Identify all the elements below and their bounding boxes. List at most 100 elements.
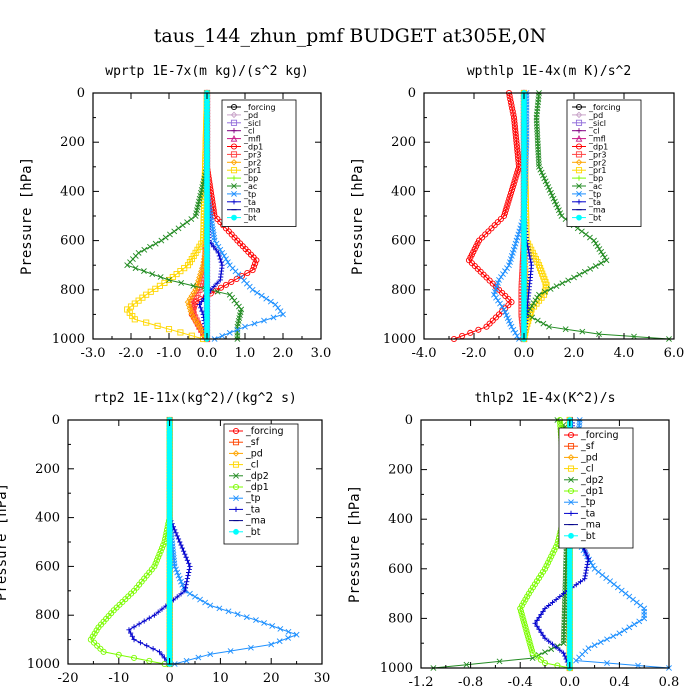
data-point xyxy=(546,323,552,330)
data-point xyxy=(184,579,190,585)
data-point xyxy=(254,289,261,296)
data-point xyxy=(597,639,604,646)
data-point xyxy=(497,300,503,307)
y-tick-label: 600 xyxy=(388,562,413,577)
y-tick-label: 0 xyxy=(52,413,60,428)
legend-label: _bp xyxy=(243,174,258,183)
x-tick-label: 2.0 xyxy=(564,346,585,361)
data-point xyxy=(199,308,205,314)
data-point xyxy=(534,294,541,301)
data-point xyxy=(553,596,559,603)
x-tick-label: -2.0 xyxy=(461,346,486,361)
data-point xyxy=(587,234,593,241)
data-point xyxy=(124,262,131,269)
legend-label: _tp xyxy=(580,497,596,508)
data-point xyxy=(501,210,508,217)
legend-label: _cl xyxy=(243,127,255,136)
data-point xyxy=(517,608,525,615)
data-point xyxy=(95,624,102,631)
data-point xyxy=(226,329,233,336)
legend-box xyxy=(566,99,642,227)
data-point xyxy=(192,249,199,256)
data-point xyxy=(543,562,550,569)
data-point xyxy=(499,303,505,310)
data-point xyxy=(535,575,543,582)
data-point xyxy=(549,641,556,647)
data-point xyxy=(601,254,608,261)
data-point xyxy=(545,184,552,190)
data-point xyxy=(529,584,536,591)
data-point xyxy=(548,646,555,653)
y-tick-label: 1000 xyxy=(380,661,413,676)
data-point xyxy=(546,638,552,644)
data-point xyxy=(552,544,559,551)
legend-label: _forcing xyxy=(580,430,619,441)
data-point xyxy=(557,593,563,600)
series-dp2 xyxy=(430,417,571,671)
data-point xyxy=(493,294,499,301)
data-point xyxy=(172,527,178,533)
data-point xyxy=(183,582,189,588)
series-line xyxy=(90,420,171,665)
data-point xyxy=(501,306,507,313)
data-point xyxy=(515,155,522,162)
data-point xyxy=(521,619,528,626)
data-point xyxy=(539,568,547,575)
data-point xyxy=(267,298,274,305)
data-point xyxy=(562,326,569,333)
data-point xyxy=(192,213,199,219)
data-point xyxy=(211,237,218,244)
data-point xyxy=(146,615,152,621)
figure-title: taus_144_zhun_pmf BUDGET at305E,0N xyxy=(154,25,547,47)
data-point xyxy=(541,175,548,182)
data-point xyxy=(506,318,512,324)
data-point xyxy=(178,578,184,585)
data-point xyxy=(532,256,539,263)
data-point xyxy=(207,651,214,658)
legend-marker xyxy=(231,183,237,189)
data-point xyxy=(223,256,229,262)
data-point xyxy=(242,323,248,330)
data-point xyxy=(600,251,606,258)
data-point xyxy=(186,569,192,576)
data-point xyxy=(115,651,122,658)
data-point xyxy=(129,633,135,639)
data-point xyxy=(542,635,548,641)
data-point xyxy=(529,314,536,321)
data-point xyxy=(190,282,197,289)
legend-marker xyxy=(568,476,574,483)
legend: _forcing_pd_sicl_cl_mfl_dp1_pr3_pr2_pr1_… xyxy=(566,99,642,227)
data-point xyxy=(149,271,156,277)
data-point xyxy=(596,246,603,252)
data-point xyxy=(258,292,265,299)
data-point xyxy=(198,240,205,247)
legend-marker xyxy=(230,134,238,142)
x-tick-label: 4.0 xyxy=(614,346,635,361)
series-bt xyxy=(166,417,173,667)
data-point xyxy=(162,234,169,241)
legend-label: _ma xyxy=(245,516,266,527)
data-point xyxy=(561,650,567,656)
data-point xyxy=(184,219,190,226)
data-point xyxy=(587,265,594,272)
y-axis-label: Pressure [hPa] xyxy=(350,157,366,275)
legend-label: _dp1 xyxy=(580,486,604,497)
data-point xyxy=(475,326,482,333)
x-tick-label: 10 xyxy=(212,671,229,686)
data-point xyxy=(263,295,270,302)
data-point xyxy=(528,259,534,265)
data-point xyxy=(131,637,137,643)
data-point xyxy=(529,650,536,657)
data-point xyxy=(551,547,558,554)
legend-marker xyxy=(232,461,240,468)
data-point xyxy=(486,277,493,284)
data-point xyxy=(219,249,226,256)
data-point xyxy=(622,590,629,597)
data-point xyxy=(528,647,535,654)
panel-title: wprtp 1E-7x(m kg)/(s^2 kg) xyxy=(105,64,309,79)
data-point xyxy=(527,641,534,648)
data-point xyxy=(507,192,514,199)
data-point xyxy=(485,228,492,235)
data-point xyxy=(280,311,286,318)
data-point xyxy=(508,186,515,194)
